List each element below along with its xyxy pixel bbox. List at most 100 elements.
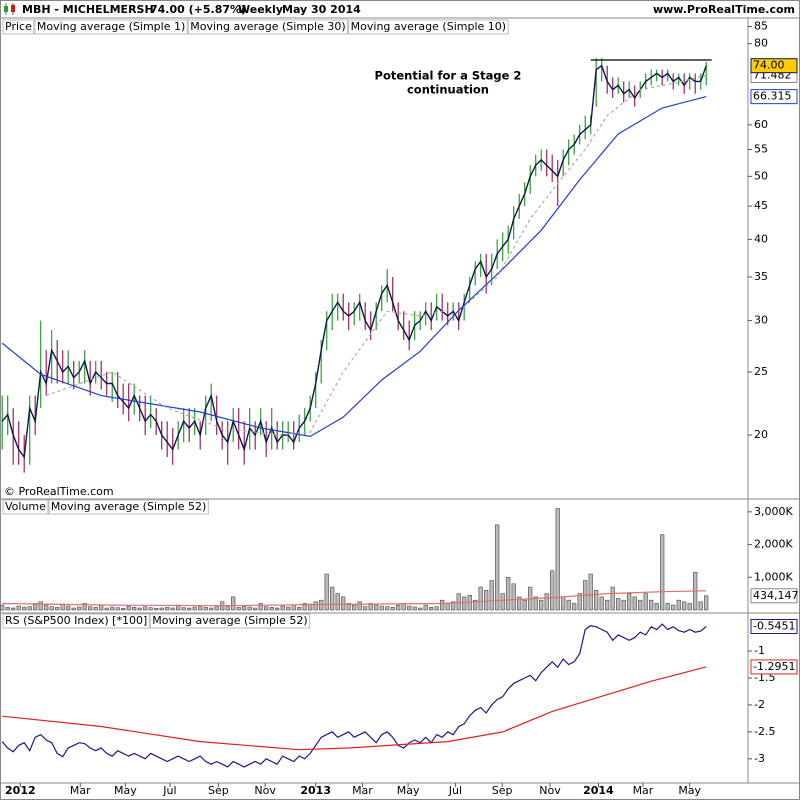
x-tick-label: 2012 (5, 784, 36, 797)
volume-bar (66, 605, 71, 611)
x-tick-label: May (397, 784, 420, 797)
site: www.ProRealTime.com (653, 3, 795, 16)
legend-label: Moving average (Simple 52) (51, 500, 206, 513)
y-tick-label: 85 (754, 20, 768, 33)
volume-bar (5, 607, 10, 611)
volume-bar (313, 601, 318, 611)
value-badge-label: -1.2951 (753, 660, 795, 673)
volume-bar (462, 596, 467, 611)
volume-bar (0, 604, 5, 611)
value-badge-label: 434,147 (753, 589, 799, 602)
y-tick-label: 55 (754, 142, 768, 155)
y-tick-label: 1,000K (754, 570, 793, 583)
volume-bar (126, 605, 131, 611)
volume-bar (566, 599, 571, 611)
volume-bar (671, 604, 676, 611)
volume-bar (484, 590, 489, 611)
plot-layer: 20 25 30 35 40 45 50 55 60 80 85 Potential for a St… (0, 17, 800, 797)
volume-bar (115, 607, 120, 611)
volume-bar (225, 606, 230, 611)
volume-bar (198, 605, 203, 611)
volume-bar (352, 604, 357, 611)
volume-bar (49, 606, 54, 611)
volume-bar (93, 607, 98, 611)
x-tick-label: May (114, 784, 137, 797)
last-change: 74.00 (+5.87%) (150, 3, 246, 16)
volume-bar (632, 596, 637, 611)
volume-bar (154, 608, 159, 611)
volume-bar (203, 607, 208, 611)
volume-bar (88, 606, 93, 611)
volume-bar (610, 586, 615, 611)
volume-bar (660, 534, 665, 611)
volume-bar (654, 603, 659, 611)
x-tick-label: May (678, 784, 701, 797)
y-tick-label: 35 (754, 270, 768, 283)
volume-bar (324, 573, 329, 611)
legend-box (2, 19, 35, 35)
series-line (2, 666, 707, 751)
annotation: Potential for a Stage 2 (375, 69, 522, 83)
x-tick-label: Sep (492, 784, 513, 797)
value-badge (750, 58, 798, 74)
value-badge (750, 588, 798, 604)
volume-bar (500, 593, 505, 611)
legend-label: Moving average (Simple 1) (37, 20, 185, 33)
volume-bar (423, 604, 428, 611)
volume-bar (275, 607, 280, 611)
volume-bar (143, 606, 148, 611)
volume-bar (231, 596, 236, 611)
volume-bar (11, 607, 16, 611)
volume-bar (242, 605, 247, 611)
date: May 30 2014 (282, 3, 361, 16)
volume-bar (22, 606, 27, 611)
volume-bar (698, 601, 703, 611)
x-tick-label: Mar (70, 784, 91, 797)
volume-bar (429, 607, 434, 611)
value-badge-label: -0.5451 (753, 620, 795, 633)
y-tick-label: -1 (754, 644, 765, 657)
volume-bar (555, 508, 560, 611)
series-line (2, 590, 707, 607)
legend-box (34, 19, 188, 35)
volume-bar (165, 607, 170, 611)
volume-bar (209, 607, 214, 611)
volume-bar (577, 593, 582, 611)
volume-bar (236, 607, 241, 611)
series-line (1, 64, 707, 459)
volume-bar (132, 607, 137, 611)
volume-bar (511, 583, 516, 611)
volume-bar (407, 605, 412, 611)
volume-bar (588, 573, 593, 611)
volume-bar (495, 524, 500, 611)
legend-label: RS (S&P500 Index) [*100] (5, 614, 147, 627)
volume-bar (192, 606, 197, 611)
y-tick-label: 3,000K (754, 505, 793, 518)
volume-bar (682, 601, 687, 611)
value-badge (750, 659, 798, 675)
volume-bar (247, 606, 252, 611)
volume-bar (627, 593, 632, 611)
volume-bar (704, 595, 709, 611)
y-tick-label: -2.5 (754, 725, 775, 738)
volume-bar (473, 599, 478, 611)
series-line (1, 96, 707, 438)
y-tick-label: 30 (754, 314, 768, 327)
volume-bar (445, 603, 450, 611)
volume-bar (506, 576, 511, 611)
volume-bar (280, 605, 285, 611)
volume-bar (82, 603, 87, 611)
legend-label: Price (5, 20, 32, 33)
legend-box (348, 19, 509, 35)
volume-bar (605, 599, 610, 611)
volume-bar (44, 604, 49, 611)
volume-bar (390, 607, 395, 611)
volume-bar (16, 605, 21, 611)
value-badge (750, 619, 798, 635)
volume-bar (27, 606, 32, 611)
volume-bar (434, 606, 439, 611)
y-tick-label: 60 (754, 118, 768, 131)
volume-bar (137, 607, 142, 611)
volume-bar (258, 603, 263, 611)
